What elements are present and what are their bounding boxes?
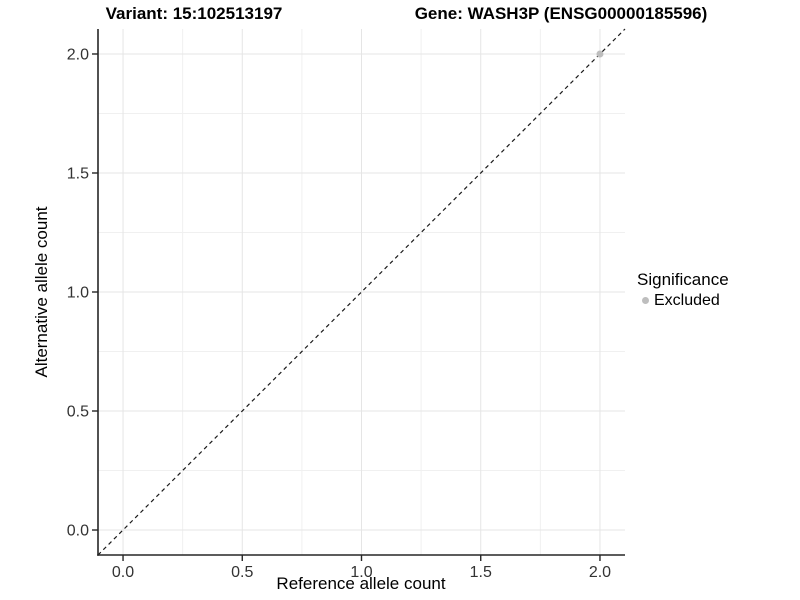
x-tick-label: 0.5: [231, 564, 253, 581]
y-axis-title: Alternative allele count: [32, 206, 51, 378]
legend-title: Significance: [637, 270, 729, 289]
x-tick-label: 0.0: [112, 564, 134, 581]
y-tick-label: 0.0: [67, 523, 89, 540]
x-tick-label: 1.0: [350, 564, 372, 581]
y-tick-label: 0.5: [67, 404, 89, 421]
y-tick-label: 1.5: [67, 165, 89, 182]
y-tick-label: 1.0: [67, 285, 89, 302]
gene-title: Gene: WASH3P (ENSG00000185596): [414, 4, 708, 23]
variant-title: Variant: 15:102513197: [105, 4, 283, 23]
x-axis-title: Reference allele count: [276, 574, 446, 593]
x-tick-label: 1.5: [470, 564, 492, 581]
legend-item-label: Excluded: [654, 292, 720, 309]
y-tick-label: 2.0: [67, 46, 89, 63]
legend: Significance Excluded: [637, 270, 729, 310]
legend-item-excluded: Excluded: [637, 291, 729, 310]
x-tick-label: 2.0: [589, 564, 611, 581]
legend-point-icon: [642, 297, 649, 304]
data-point-excluded: [596, 50, 604, 58]
